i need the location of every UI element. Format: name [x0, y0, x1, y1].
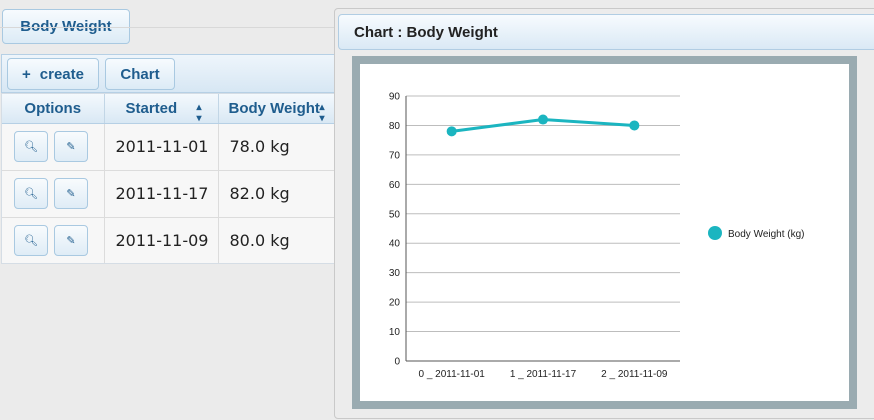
chart-panel-title: Chart : Body Weight — [354, 23, 498, 41]
y-tick-label: 50 — [389, 209, 401, 220]
create-label: create — [39, 65, 84, 83]
x-tick-label: 0 _ 2011-11-01 — [418, 369, 485, 380]
cell-started: 2011-11-17 — [104, 170, 219, 218]
table-row: 🔍︎ ✎ 2011-11-17 82.0 kg — [2, 170, 335, 218]
create-button[interactable]: + create — [7, 58, 99, 90]
chart-panel: Chart : Body Weight 0 10 20 30 40 50 60 70 80 90 0… — [334, 8, 874, 419]
search-icon: 🔍︎ — [24, 234, 38, 247]
y-tick-label: 30 — [389, 268, 401, 279]
y-tick-label: 80 — [389, 121, 401, 132]
row-options: 🔍︎ ✎ — [2, 123, 105, 171]
table-row: 🔍︎ ✎ 2011-11-09 80.0 kg — [2, 217, 335, 263]
column-header-options: Options — [2, 94, 105, 124]
chart-button[interactable]: Chart — [105, 58, 175, 90]
data-point — [538, 114, 548, 125]
edit-button[interactable]: ✎ — [54, 225, 88, 256]
legend-marker — [708, 226, 722, 240]
pencil-icon: ✎ — [66, 140, 76, 153]
view-button[interactable]: 🔍︎ — [14, 131, 48, 162]
data-point — [629, 120, 640, 131]
search-icon: 🔍︎ — [24, 187, 38, 200]
y-tick-label: 70 — [389, 150, 401, 161]
title-divider — [0, 27, 334, 28]
cell-body-weight: 80.0 kg — [218, 217, 335, 263]
chart-panel-header: Chart : Body Weight — [338, 14, 874, 50]
toolbar: + create Chart — [1, 54, 335, 93]
row-options: 🔍︎ ✎ — [2, 170, 105, 218]
chart-frame: 0 10 20 30 40 50 60 70 80 90 0 _ 2011-11-01 1 _ 201… — [352, 56, 857, 409]
data-table: Options Started ▴ ▾ Body Weight ▴ ▾ 🔍︎ ✎ 201… — [1, 93, 335, 264]
y-tick-label: 40 — [389, 239, 401, 250]
x-tick-label: 1 _ 2011-11-17 — [510, 369, 577, 380]
legend-label: Body Weight (kg) — [728, 229, 805, 240]
cell-started: 2011-11-01 — [104, 123, 219, 171]
pencil-icon: ✎ — [66, 187, 76, 200]
sort-icon[interactable]: ▴ ▾ — [196, 102, 202, 124]
view-button[interactable]: 🔍︎ — [14, 225, 48, 256]
y-tick-label: 0 — [394, 357, 400, 368]
pencil-icon: ✎ — [66, 234, 76, 247]
sort-icon[interactable]: ▴ ▾ — [319, 102, 325, 124]
body-weight-tab[interactable]: Body Weight — [2, 9, 130, 44]
y-tick-label: 10 — [389, 327, 401, 338]
cell-body-weight: 82.0 kg — [218, 170, 335, 218]
row-options: 🔍︎ ✎ — [2, 217, 105, 263]
body-weight-tab-label: Body Weight — [20, 18, 112, 35]
table-header-row: Options Started ▴ ▾ Body Weight ▴ ▾ — [2, 94, 335, 124]
chart-label: Chart — [120, 65, 160, 83]
edit-button[interactable]: ✎ — [54, 131, 88, 162]
view-button[interactable]: 🔍︎ — [14, 178, 48, 209]
edit-button[interactable]: ✎ — [54, 178, 88, 209]
column-header-started-label: Started — [125, 99, 178, 117]
search-icon: 🔍︎ — [24, 140, 38, 153]
cell-body-weight: 78.0 kg — [218, 123, 335, 171]
cell-started: 2011-11-09 — [104, 217, 219, 263]
data-point — [446, 126, 457, 137]
x-tick-label: 2 _ 2011-11-09 — [601, 369, 668, 380]
column-header-started[interactable]: Started ▴ ▾ — [104, 94, 219, 124]
y-tick-label: 90 — [389, 92, 401, 103]
column-header-body-weight[interactable]: Body Weight ▴ ▾ — [218, 94, 335, 124]
column-header-body-weight-label: Body Weight — [228, 99, 320, 117]
y-tick-label: 20 — [389, 298, 401, 309]
table-row: 🔍︎ ✎ 2011-11-01 78.0 kg — [2, 123, 335, 171]
y-tick-label: 60 — [389, 180, 401, 191]
plus-icon: + — [22, 65, 31, 83]
line-chart: 0 10 20 30 40 50 60 70 80 90 0 _ 2011-11-01 1 _ 201… — [389, 92, 805, 381]
